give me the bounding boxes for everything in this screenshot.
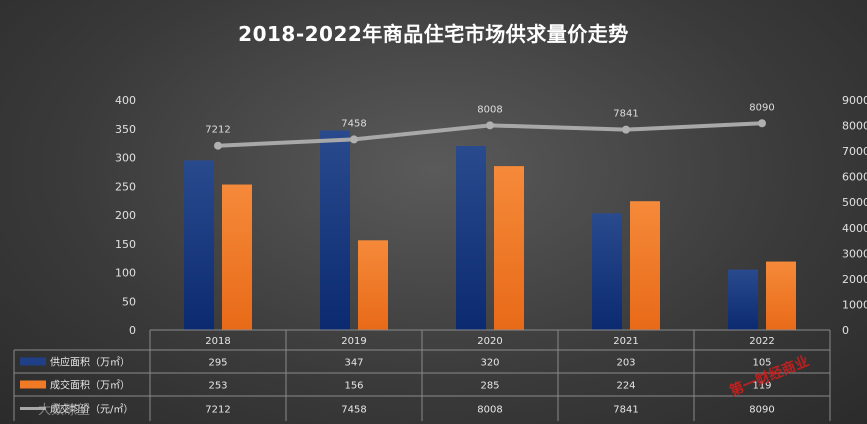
table-cell: 295 bbox=[208, 358, 227, 369]
y-right-tick-label: 7000 bbox=[842, 145, 867, 158]
legend-key bbox=[20, 357, 46, 366]
y-right-tick-label: 9000 bbox=[842, 94, 867, 107]
table-cell: 347 bbox=[344, 358, 363, 369]
bar bbox=[358, 240, 388, 330]
y-right-tick-label: 6000 bbox=[842, 171, 867, 184]
legend-label: 成交面积（万㎡） bbox=[50, 379, 130, 392]
price-point bbox=[486, 121, 494, 130]
y-left-tick-label: 350 bbox=[115, 123, 136, 136]
table-cell: 7841 bbox=[613, 405, 638, 416]
bar bbox=[494, 166, 524, 330]
table-cell: 320 bbox=[480, 358, 499, 369]
bar bbox=[630, 201, 660, 330]
price-data-label: 7458 bbox=[341, 118, 366, 129]
table-cell: 7458 bbox=[341, 405, 366, 416]
y-left-tick-label: 200 bbox=[115, 209, 136, 222]
y-left-tick-label: 100 bbox=[115, 267, 136, 280]
table-cell: 224 bbox=[616, 381, 635, 392]
table-cell: 203 bbox=[616, 358, 635, 369]
y-right-tick-label: 3000 bbox=[842, 247, 867, 260]
legend-key bbox=[20, 380, 46, 389]
watermark-text: 大数瞭望 bbox=[38, 402, 90, 418]
legend-label: 成交均价（元/㎡） bbox=[50, 403, 133, 416]
table-cell: 119 bbox=[752, 381, 771, 392]
chart-title: 2018-2022年商品住宅市场供求量价走势 bbox=[238, 22, 629, 46]
y-right-tick-label: 0 bbox=[842, 324, 849, 337]
bar bbox=[222, 184, 252, 330]
table-cell: 285 bbox=[480, 381, 499, 392]
category-label: 2020 bbox=[477, 336, 502, 347]
price-data-label: 8008 bbox=[477, 104, 502, 115]
table-cell: 156 bbox=[344, 381, 363, 392]
price-point bbox=[622, 125, 630, 134]
y-left-tick-label: 50 bbox=[122, 295, 136, 308]
price-data-label: 7212 bbox=[205, 125, 230, 136]
table-cell: 253 bbox=[208, 381, 227, 392]
category-label: 2022 bbox=[749, 336, 774, 347]
y-right-tick-label: 4000 bbox=[842, 222, 867, 235]
bar bbox=[320, 130, 350, 330]
bar bbox=[728, 269, 758, 330]
y-right-tick-label: 8000 bbox=[842, 120, 867, 133]
table-cell: 105 bbox=[752, 358, 771, 369]
bar bbox=[592, 213, 622, 330]
y-left-tick-label: 400 bbox=[115, 94, 136, 107]
table-cell: 8008 bbox=[477, 405, 502, 416]
price-point bbox=[350, 135, 358, 144]
bar bbox=[184, 160, 214, 330]
y-right-tick-label: 1000 bbox=[842, 298, 867, 311]
y-left-tick-label: 250 bbox=[115, 180, 136, 193]
price-data-label: 8090 bbox=[749, 102, 774, 113]
y-right-tick-label: 5000 bbox=[842, 196, 867, 209]
legend-label: 供应面积（万㎡） bbox=[50, 356, 130, 369]
y-left-tick-label: 0 bbox=[129, 324, 136, 337]
category-label: 2018 bbox=[205, 336, 230, 347]
table-cell: 8090 bbox=[749, 405, 774, 416]
category-label: 2021 bbox=[613, 336, 638, 347]
y-right-tick-label: 2000 bbox=[842, 273, 867, 286]
y-left-tick-label: 300 bbox=[115, 152, 136, 165]
price-point bbox=[214, 141, 222, 150]
table-cell: 7212 bbox=[205, 405, 230, 416]
price-point bbox=[758, 119, 766, 128]
category-label: 2019 bbox=[341, 336, 366, 347]
y-left-tick-label: 150 bbox=[115, 238, 136, 251]
bar bbox=[456, 146, 486, 330]
bar bbox=[766, 261, 796, 330]
price-data-label: 7841 bbox=[613, 109, 638, 120]
